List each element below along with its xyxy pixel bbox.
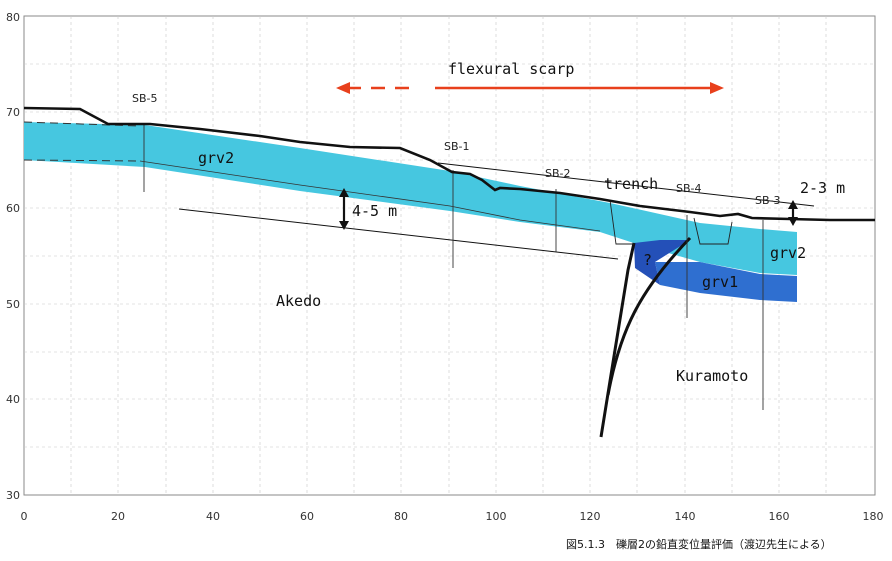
x-tick-label: 20 [111, 510, 125, 523]
sb3-label: SB-3 [755, 194, 781, 207]
offset-arrow-small [788, 200, 798, 226]
reference-line-lower [178, 208, 619, 260]
grv2-bottom-line [139, 160, 601, 232]
x-tick-label: 0 [21, 510, 28, 523]
sb1-label: SB-1 [444, 140, 470, 153]
offset-arrow-large [339, 188, 349, 230]
question-label: ? [643, 251, 652, 269]
y-tick-label: 50 [6, 298, 20, 311]
x-tick-label: 100 [486, 510, 507, 523]
grv2-top-dashed [23, 121, 141, 127]
kuramoto-label: Kuramoto [676, 367, 748, 385]
reference-line-upper [437, 162, 815, 207]
x-tick-labels: 0 20 40 60 80 100 120 140 160 180 [21, 510, 884, 523]
fault-line-curved [606, 236, 692, 396]
y-tick-label: 40 [6, 393, 20, 406]
offset-small-label: 2-3 m [800, 179, 845, 197]
figure-caption: 図5.1.3 礫層2の鉛直変位量評価（渡辺先生による） [566, 538, 832, 551]
offset-large-label: 4-5 m [352, 202, 397, 220]
x-tick-label: 140 [675, 510, 696, 523]
grv1-label: grv1 [702, 273, 738, 291]
question-unit [634, 240, 690, 285]
y-tick-labels: 30 40 50 60 70 80 [6, 11, 20, 502]
akedo-label: Akedo [276, 292, 321, 310]
grv2-layer [24, 122, 797, 275]
grid-vertical [70, 16, 827, 495]
x-tick-label: 160 [769, 510, 790, 523]
trench-label: trench [604, 175, 658, 193]
x-tick-label: 80 [394, 510, 408, 523]
flexural-scarp-label: flexural scarp [448, 60, 574, 78]
y-tick-label: 30 [6, 489, 20, 502]
y-tick-label: 80 [6, 11, 20, 24]
grv2-bottom-dashed [23, 159, 141, 162]
grv1-layer [655, 262, 797, 302]
sb4-label: SB-4 [676, 182, 702, 195]
sb2-label: SB-2 [545, 167, 571, 180]
ground-surface [23, 106, 875, 222]
x-tick-label: 60 [300, 510, 314, 523]
x-tick-label: 120 [580, 510, 601, 523]
y-tick-label: 60 [6, 202, 20, 215]
grv2-label-right: grv2 [770, 244, 806, 262]
trench-outline [609, 199, 733, 245]
x-tick-label: 180 [863, 510, 884, 523]
sb5-label: SB-5 [132, 92, 158, 105]
x-tick-label: 40 [206, 510, 220, 523]
boreholes [143, 125, 764, 410]
y-tick-label: 70 [6, 106, 20, 119]
grv2-label-left: grv2 [198, 149, 234, 167]
flexural-scarp-arrow [336, 82, 724, 94]
